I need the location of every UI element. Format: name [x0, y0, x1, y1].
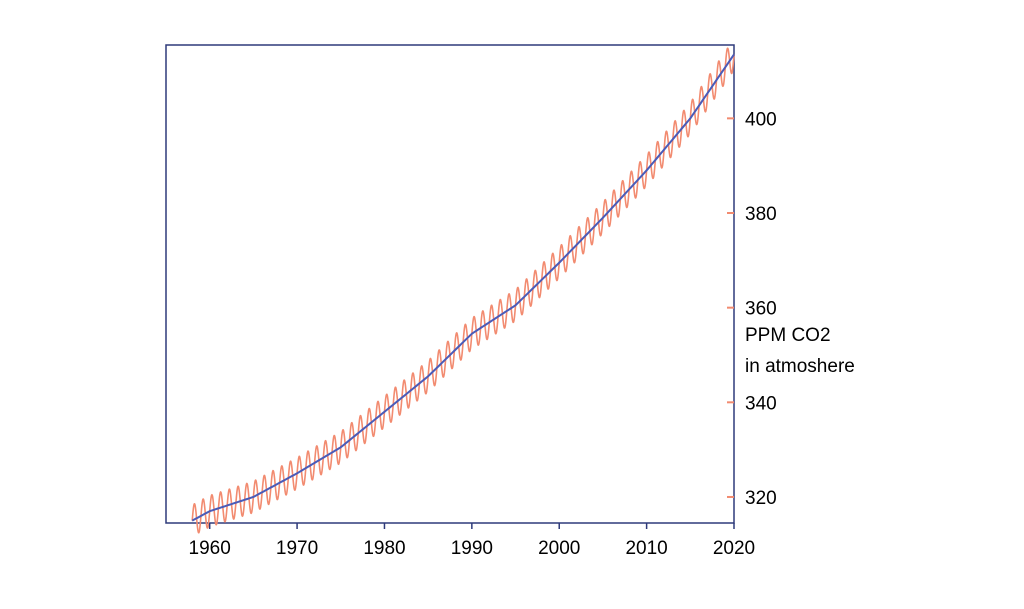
x-tick-label-2020: 2020	[713, 538, 755, 559]
plot-frame	[165, 44, 735, 524]
y-tick-label-340: 340	[745, 393, 777, 414]
x-axis: 1960 1970 1980 1990 2000 2010 2020	[189, 523, 755, 559]
x-tick-label-1980: 1980	[363, 538, 405, 559]
monthly-line	[191, 47, 735, 534]
y-tick-label-320: 320	[745, 488, 777, 509]
y-axis-title-line2: in atmoshere	[745, 356, 855, 377]
x-tick-label-1990: 1990	[451, 538, 493, 559]
y-axis: 320 340 360 380 400	[727, 109, 777, 509]
y-tick-label-380: 380	[745, 204, 777, 225]
x-tick-label-1960: 1960	[189, 538, 231, 559]
x-tick-label-2000: 2000	[538, 538, 580, 559]
monthly-series	[191, 47, 735, 534]
y-axis-title-line1: PPM CO2	[745, 325, 831, 346]
y-tick-label-400: 400	[745, 109, 777, 130]
trend-line	[191, 53, 735, 522]
y-tick-label-360: 360	[745, 299, 777, 320]
x-tick-label-1970: 1970	[276, 538, 318, 559]
trend-series	[191, 53, 735, 522]
x-tick-label-2010: 2010	[625, 538, 667, 559]
